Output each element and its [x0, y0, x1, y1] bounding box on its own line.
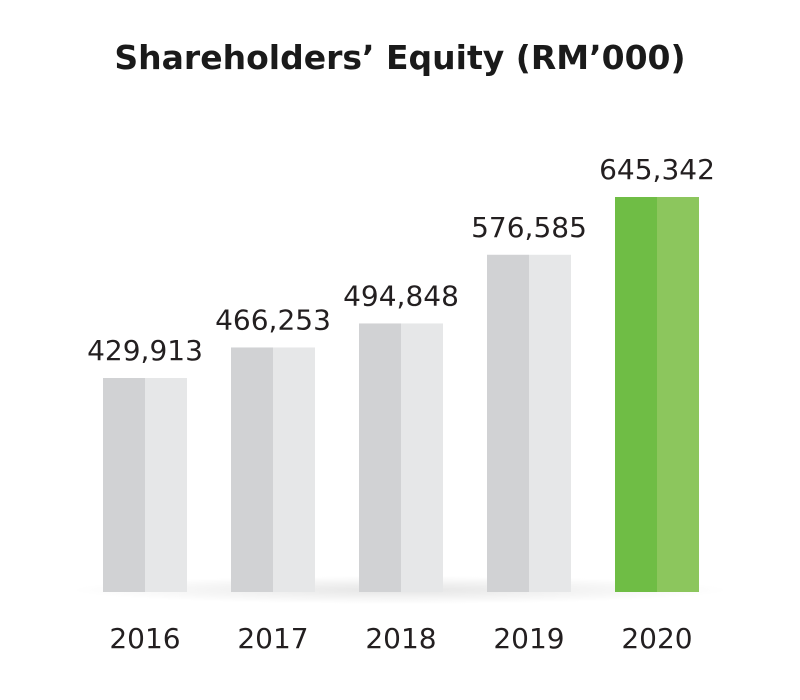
x-tick-label-2017: 2017	[237, 622, 308, 655]
chart-title: Shareholders’ Equity (RM’000)	[114, 38, 686, 77]
bars-group	[103, 197, 699, 592]
bar-2018-right-face	[401, 323, 443, 592]
value-label-2018: 494,848	[343, 279, 459, 312]
x-tick-label-2018: 2018	[365, 622, 436, 655]
bar-2019-right-face	[529, 254, 571, 592]
x-tick-label-2016: 2016	[109, 622, 180, 655]
bar-2019-left-face	[487, 254, 529, 592]
bar-2017-right-face	[273, 347, 315, 592]
bar-2016-left-face	[103, 378, 145, 592]
bar-2020-right-face	[657, 197, 699, 592]
x-tick-label-2020: 2020	[621, 622, 692, 655]
bar-2016-right-face	[145, 378, 187, 592]
bar-2020-left-face	[615, 197, 657, 592]
bar-2017-left-face	[231, 347, 273, 592]
value-label-2020: 645,342	[599, 153, 715, 186]
value-label-2019: 576,585	[471, 211, 587, 244]
value-label-2016: 429,913	[87, 334, 203, 367]
bar-2018-left-face	[359, 323, 401, 592]
value-labels-group: 429,913 466,253 494,848 576,585 645,342	[87, 153, 715, 367]
x-tick-label-2019: 2019	[493, 622, 564, 655]
x-axis-labels: 2016 2017 2018 2019 2020	[109, 622, 692, 655]
value-label-2017: 466,253	[215, 303, 331, 336]
